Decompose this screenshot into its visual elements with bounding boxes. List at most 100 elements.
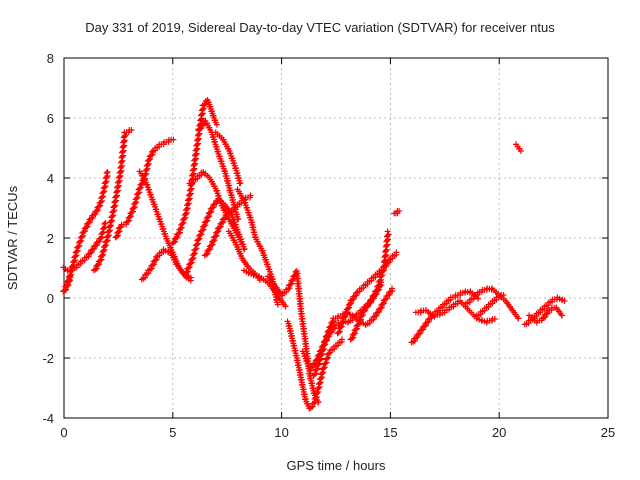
data-point xyxy=(170,136,177,143)
series-arc-21 xyxy=(334,249,400,337)
data-point xyxy=(356,317,363,324)
y-tick-label: 2 xyxy=(47,231,54,246)
data-point xyxy=(350,331,357,337)
data-point xyxy=(148,148,155,155)
series-arc-30 xyxy=(526,304,565,326)
data-point xyxy=(561,298,568,304)
data-point xyxy=(500,292,507,298)
series-arc-8 xyxy=(169,97,220,247)
data-point xyxy=(282,303,289,310)
data-point xyxy=(325,350,332,357)
data-point xyxy=(327,323,334,330)
data-point xyxy=(124,218,131,225)
data-point xyxy=(329,319,336,325)
data-point xyxy=(341,314,348,321)
data-point xyxy=(236,180,243,187)
series-arc-25 xyxy=(412,298,498,326)
data-point xyxy=(346,301,353,307)
y-tick-label: -4 xyxy=(42,411,54,426)
x-tick-label: 15 xyxy=(383,425,397,440)
data-point xyxy=(358,313,365,319)
data-point xyxy=(517,148,524,154)
data-point xyxy=(247,192,254,199)
data-point xyxy=(558,312,565,319)
data-point xyxy=(239,241,246,247)
data-point xyxy=(207,209,214,216)
data-point xyxy=(241,246,248,253)
data-point xyxy=(214,229,221,235)
data-point xyxy=(183,269,190,276)
data-point xyxy=(396,208,403,214)
y-axis-label: SDTVAR / TECUs xyxy=(5,185,20,290)
series-arc-23 xyxy=(391,208,403,217)
y-tick-label: 6 xyxy=(47,111,54,126)
data-point xyxy=(212,233,219,240)
series-arc-20 xyxy=(310,285,396,379)
data-point xyxy=(185,265,192,271)
data-point xyxy=(95,203,102,210)
data-point xyxy=(93,208,100,214)
data-point xyxy=(384,228,391,235)
data-point xyxy=(199,227,206,234)
series-arc-4 xyxy=(90,127,135,274)
data-point xyxy=(515,315,522,322)
series-arc-7 xyxy=(136,168,194,284)
data-point xyxy=(128,209,135,216)
data-point xyxy=(203,218,210,225)
x-axis-label: GPS time / hours xyxy=(287,458,386,473)
data-point xyxy=(210,238,217,244)
series-arc-2 xyxy=(60,220,109,274)
x-tick-label: 5 xyxy=(169,425,176,440)
data-point xyxy=(287,281,294,288)
y-tick-label: 8 xyxy=(47,51,54,66)
data-point xyxy=(200,105,207,112)
data-point xyxy=(385,231,392,238)
series-arc-10 xyxy=(186,169,246,247)
data-point xyxy=(354,322,361,328)
x-tick-label: 20 xyxy=(492,425,506,440)
data-point xyxy=(213,121,220,128)
series-arc-11 xyxy=(195,118,242,223)
series-arc-1 xyxy=(60,169,111,295)
data-point xyxy=(66,274,73,281)
data-point xyxy=(128,127,135,133)
data-point xyxy=(205,214,212,220)
data-point xyxy=(344,305,351,312)
data-point xyxy=(234,216,241,223)
data-point xyxy=(187,260,194,267)
data-point xyxy=(285,286,292,292)
data-point xyxy=(348,335,355,342)
data-point xyxy=(148,152,155,159)
series-arc-27 xyxy=(473,292,507,319)
series-arc-5 xyxy=(112,136,177,241)
y-tick-label: -2 xyxy=(42,351,54,366)
data-series xyxy=(60,97,568,412)
x-tick-label: 25 xyxy=(601,425,615,440)
data-point xyxy=(67,274,74,280)
data-point xyxy=(289,277,296,283)
x-tick-label: 0 xyxy=(60,425,67,440)
data-point xyxy=(122,132,129,139)
series-arc-3 xyxy=(60,274,74,295)
data-point xyxy=(138,181,145,187)
data-point xyxy=(126,214,133,220)
series-arc-18 xyxy=(284,318,345,412)
data-point xyxy=(197,232,204,238)
data-point xyxy=(338,336,345,343)
data-point xyxy=(388,285,395,292)
series-arc-28 xyxy=(513,141,524,154)
grid xyxy=(64,58,608,418)
data-point xyxy=(491,316,498,322)
data-point xyxy=(104,169,111,175)
data-point xyxy=(103,170,110,177)
data-point xyxy=(360,308,367,315)
data-point xyxy=(187,277,194,284)
data-point xyxy=(274,301,281,308)
series-arc-13 xyxy=(212,129,244,187)
data-point xyxy=(101,221,108,228)
series-arc-22 xyxy=(347,228,392,343)
data-point xyxy=(325,328,332,334)
data-point xyxy=(136,185,143,192)
data-point xyxy=(201,223,208,229)
